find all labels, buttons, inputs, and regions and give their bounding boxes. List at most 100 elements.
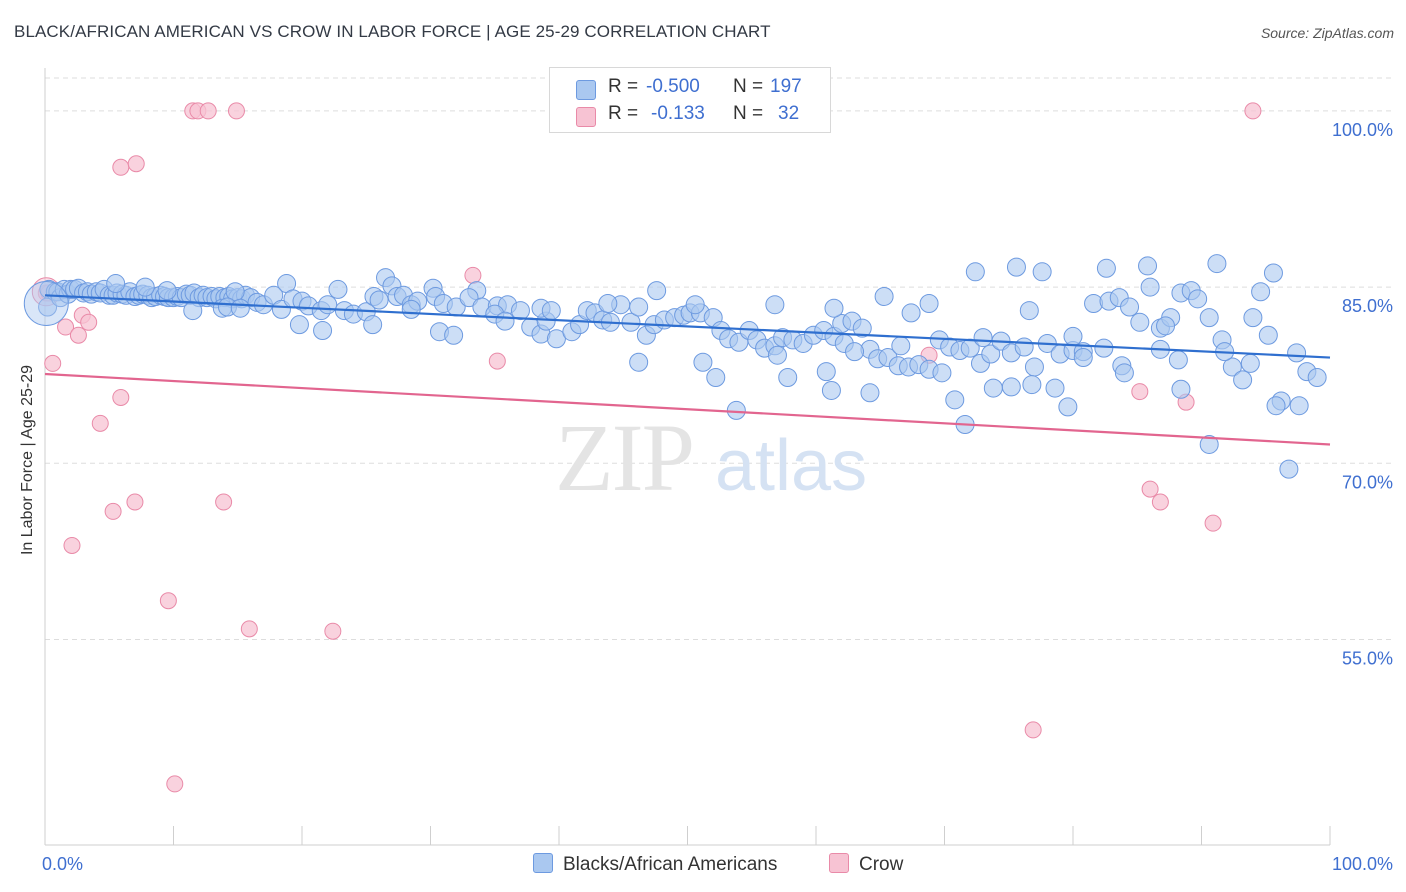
x-tick-label: 100.0%	[1332, 854, 1393, 874]
black-point	[1130, 312, 1150, 332]
black-point	[401, 299, 421, 319]
watermark-atlas: atlas	[715, 426, 867, 506]
black-point	[106, 274, 126, 294]
crow-points	[31, 102, 1262, 793]
black-point	[983, 378, 1003, 398]
legend-r-label: R =	[608, 76, 639, 97]
crow-point	[104, 502, 122, 520]
legend-item-blacks: Blacks/African Americans	[533, 853, 777, 876]
black-point	[965, 262, 985, 282]
black-point	[289, 315, 309, 335]
black-point	[1251, 282, 1271, 302]
black-point	[1156, 316, 1176, 336]
black-point	[1188, 289, 1208, 309]
black-point	[1024, 357, 1044, 377]
y-axis-title: In Labor Force | Age 25-29	[19, 364, 36, 556]
black-point	[901, 303, 921, 323]
black-point	[328, 279, 348, 299]
black-point	[860, 383, 880, 403]
black-point	[891, 336, 911, 356]
crow-point	[112, 388, 130, 406]
black-point	[1279, 459, 1299, 479]
black-point	[459, 288, 479, 308]
black-point	[1045, 378, 1065, 398]
crow-point	[199, 102, 217, 120]
black-point	[598, 294, 618, 314]
black-point	[1032, 262, 1052, 282]
y-tick-label: 55.0%	[1342, 648, 1393, 668]
black-point	[313, 321, 333, 341]
crow-point	[44, 354, 62, 372]
black-point	[157, 281, 177, 301]
legend-n-label: N =	[733, 103, 764, 124]
legend-r-label: R =	[608, 103, 639, 124]
legend-item-crow: Crow	[829, 853, 903, 876]
crow-trend-line	[44, 372, 1331, 446]
crow-point	[91, 414, 109, 432]
black-point	[363, 315, 383, 335]
black-point	[444, 325, 464, 345]
legend-swatch-pink	[829, 853, 849, 873]
black-point	[845, 342, 865, 362]
black-point	[510, 301, 530, 321]
black-point	[318, 295, 338, 315]
black-point	[945, 390, 965, 410]
crow-point	[63, 536, 81, 554]
crow-point	[1151, 493, 1169, 511]
black-point	[1063, 326, 1083, 346]
crow-point	[166, 775, 184, 793]
crow-point	[1131, 383, 1149, 401]
black-point	[693, 352, 713, 372]
crow-point	[324, 622, 342, 640]
black-point	[973, 328, 993, 348]
y-tick-label: 100.0%	[1332, 120, 1393, 140]
trend-lines	[44, 294, 1331, 446]
black-point	[546, 329, 566, 349]
black-point	[778, 368, 798, 388]
crow-point	[1244, 102, 1262, 120]
black-point	[1287, 343, 1307, 363]
legend-label-crow: Crow	[859, 854, 904, 875]
black-point	[821, 380, 841, 400]
black-point	[816, 362, 836, 382]
crow-point	[80, 313, 98, 331]
black-point	[1019, 301, 1039, 321]
black-point	[1289, 396, 1309, 416]
crow-point	[1204, 514, 1222, 532]
black-point	[495, 311, 515, 331]
crow-point	[1024, 721, 1042, 739]
crow-point	[127, 155, 145, 173]
black-point	[765, 295, 785, 315]
black-point	[135, 277, 155, 297]
black-point	[1006, 257, 1026, 277]
source-label: Source: ZipAtlas.com	[1260, 25, 1394, 41]
crow-point	[57, 318, 75, 336]
black-cluster-point	[23, 281, 69, 327]
black-trend-line	[44, 294, 1331, 359]
chart-title: BLACK/AFRICAN AMERICAN VS CROW IN LABOR …	[14, 22, 771, 41]
crow-point	[488, 352, 506, 370]
black-point	[1140, 277, 1160, 297]
crow-point	[240, 620, 258, 638]
legend-n-value: 197	[770, 76, 802, 97]
black-point	[1243, 308, 1263, 328]
crow-point	[69, 326, 87, 344]
black-point	[1266, 396, 1286, 416]
legend-row-crow: R = -0.133 N = 32	[550, 103, 830, 131]
black-point	[1207, 254, 1227, 274]
black-point	[629, 297, 649, 317]
black-point	[1222, 357, 1242, 377]
black-point	[230, 298, 250, 318]
crow-point	[159, 592, 177, 610]
black-point	[1114, 363, 1134, 383]
axis-labels: 100.0% 85.0% 70.0% 55.0% 0.0% 100.0%	[42, 120, 1393, 874]
y-tick-label: 70.0%	[1342, 472, 1393, 492]
watermark-zip: ZIP	[555, 404, 693, 511]
black-point	[1240, 353, 1260, 373]
black-point	[1073, 348, 1093, 368]
black-point	[1022, 375, 1042, 395]
black-point	[1263, 263, 1283, 283]
black-point	[1014, 337, 1034, 357]
black-point	[1199, 308, 1219, 328]
